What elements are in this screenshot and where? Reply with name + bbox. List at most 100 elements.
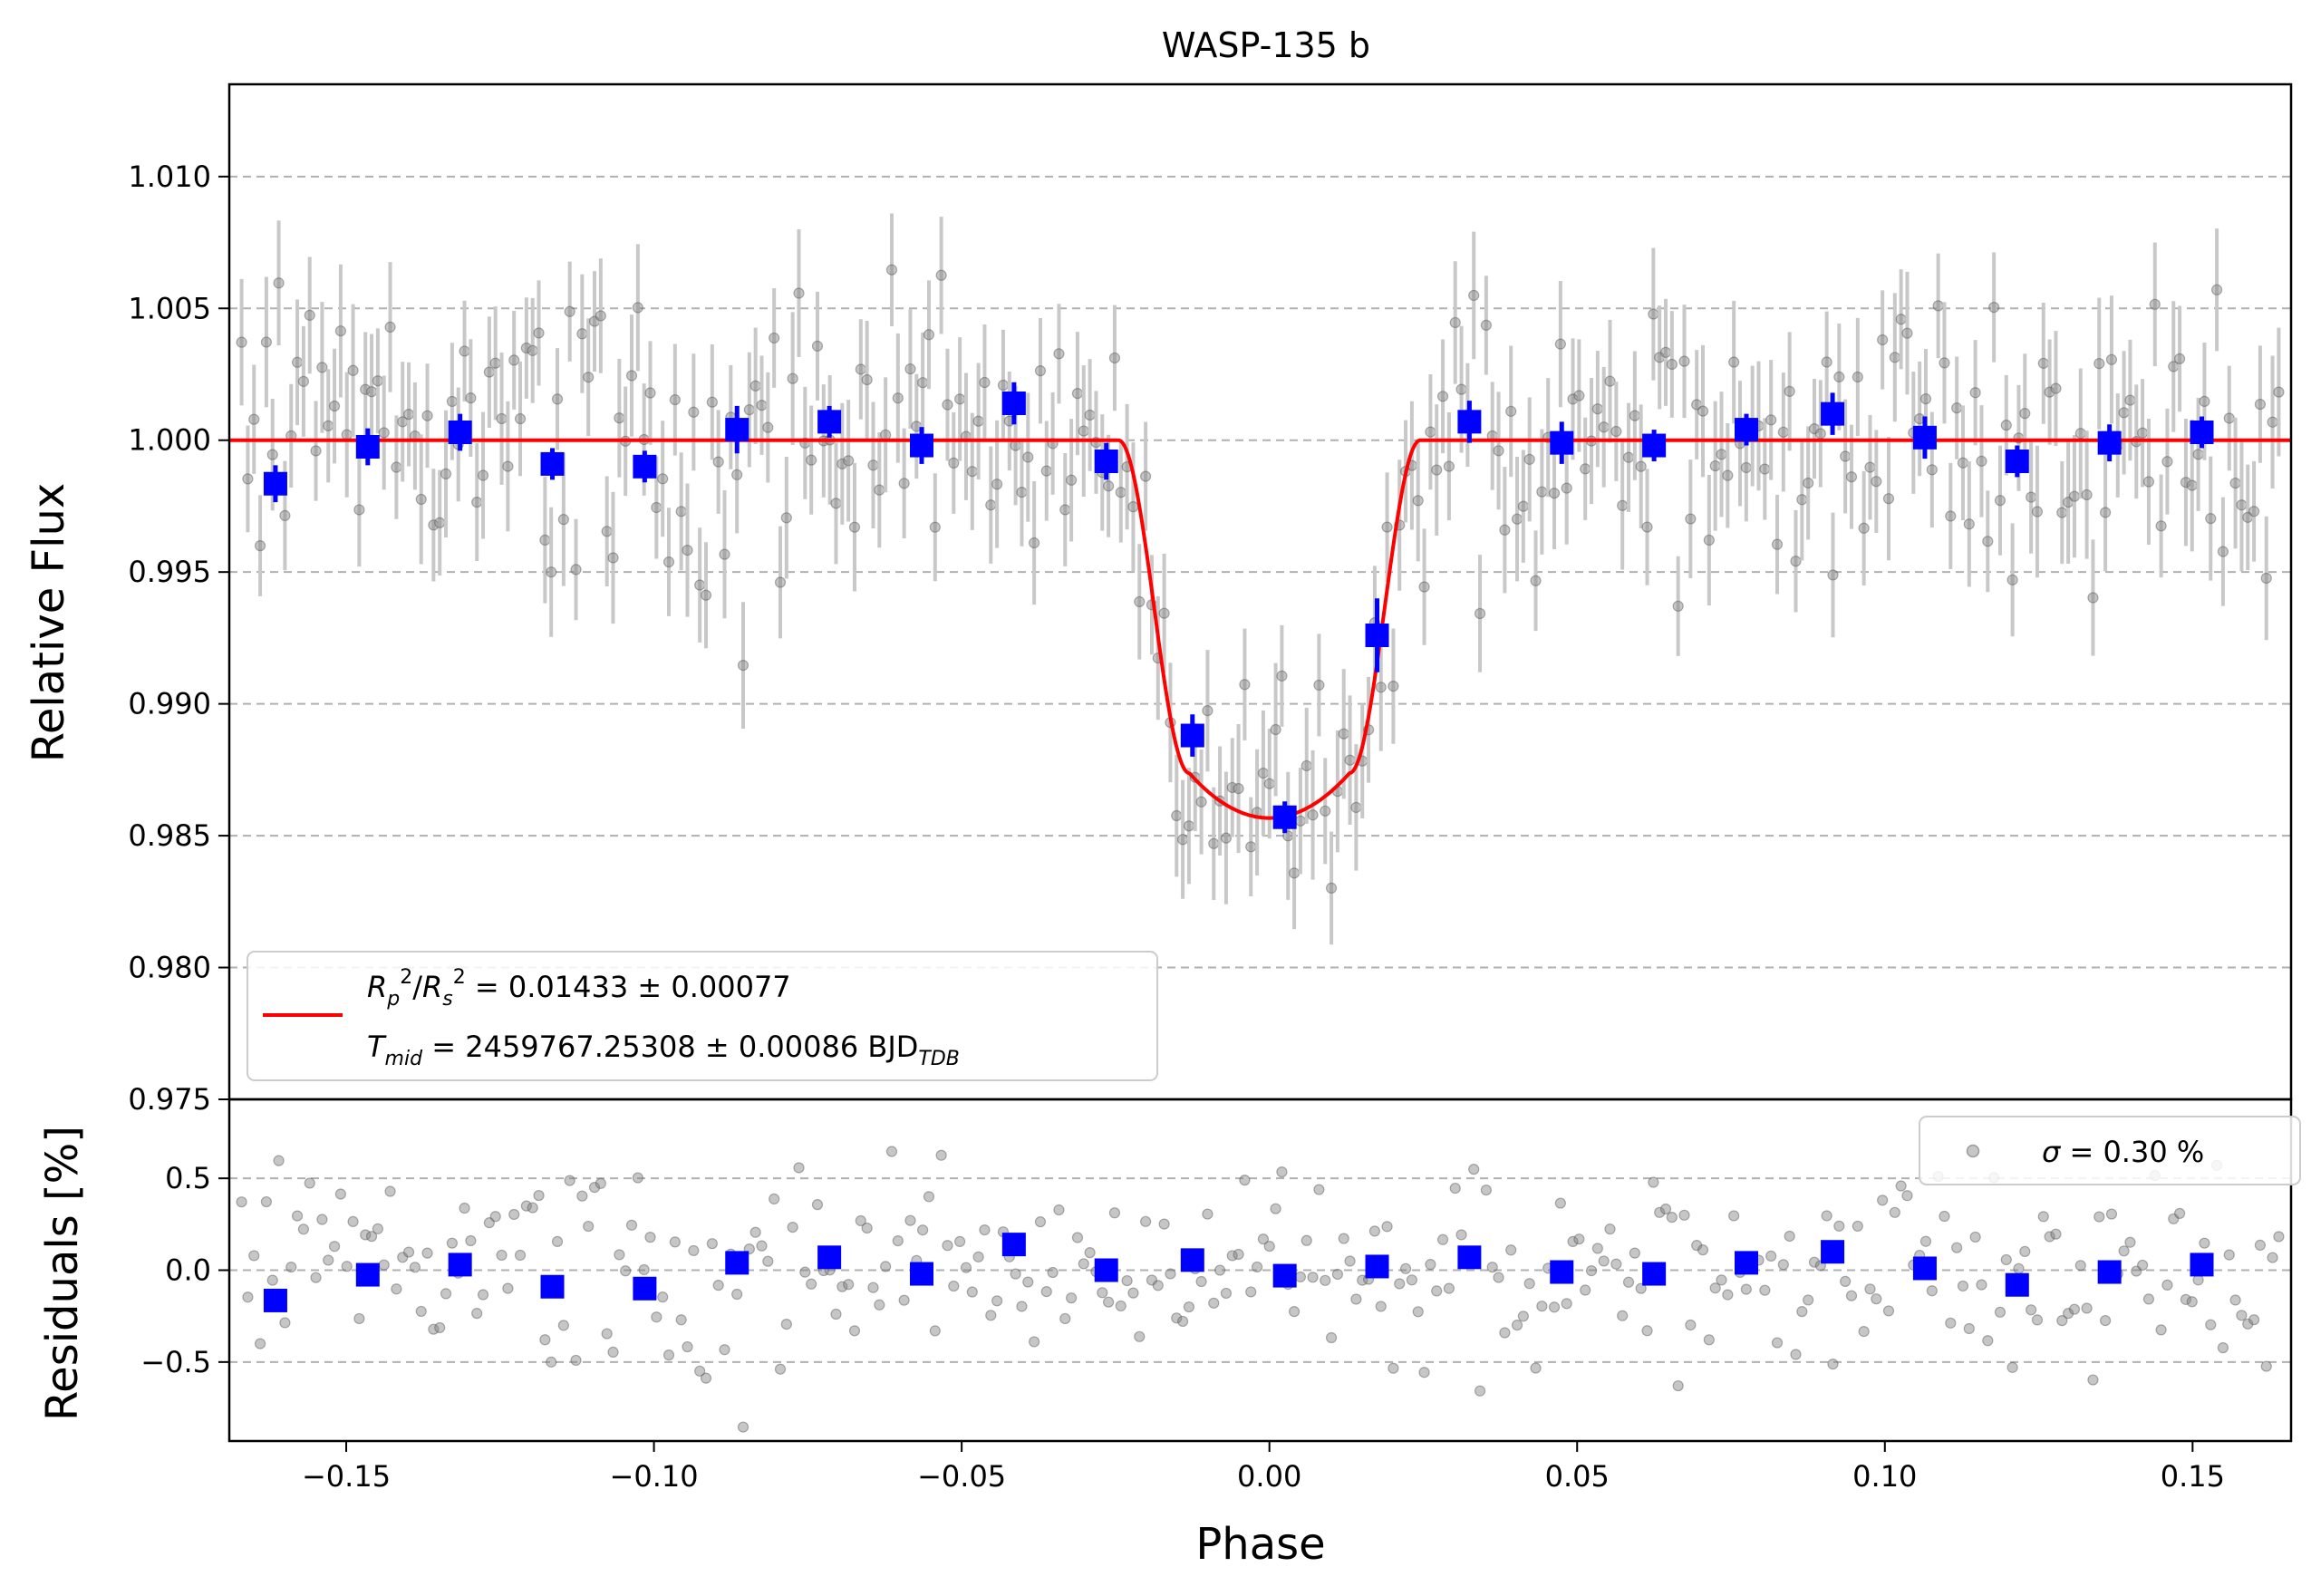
residual-raw-point [769,1193,780,1205]
raw-point [2093,358,2105,370]
raw-point [1270,723,1281,736]
residuals-x-tick-label: 0.10 [1852,1459,1917,1494]
residual-raw-point [1103,1296,1115,1308]
raw-point [892,392,904,404]
raw-point [1257,767,1270,779]
raw-point [1443,460,1455,472]
residual-raw-point [1294,1271,1307,1283]
binned-point [1821,401,1845,426]
raw-point [347,364,359,376]
residual-raw-point [675,1314,687,1326]
raw-point [1455,383,1467,395]
raw-point [533,327,545,339]
residual-raw-point [1425,1259,1436,1271]
residual-raw-point [2192,1274,2204,1286]
residuals-y-tick-label: −0.5 [140,1345,211,1379]
transit-frame [227,82,2293,1101]
residual-raw-point [1827,1359,1839,1370]
raw-point [1245,841,1257,853]
binned-point [1001,392,1026,415]
raw-point [1171,809,1183,822]
residual-raw-point [1443,1282,1455,1294]
residual-raw-point [2105,1208,2118,1220]
raw-point [1901,327,1913,339]
raw-point [1759,463,1771,475]
raw-point [1889,352,1900,363]
raw-point [297,375,310,387]
residual-raw-point [514,1249,527,1262]
raw-point [1561,482,1572,494]
residual-raw-point [601,1328,613,1340]
residual-raw-point [2137,1259,2149,1272]
residual-raw-point [625,1219,638,1231]
raw-point [1468,289,1480,302]
residual-raw-point [2068,1303,2081,1315]
residual-raw-point [1951,1242,1963,1253]
residual-raw-point [1449,1182,1461,1195]
residual-raw-point [1368,1225,1380,1237]
residual-raw-point [1288,1306,1301,1318]
raw-point [1604,375,1616,387]
residual-raw-point [706,1238,718,1250]
raw-point [1338,728,1349,740]
raw-point [2260,572,2272,585]
binned-residual-point [1550,1260,1574,1284]
raw-point [2174,353,2186,364]
raw-point [2142,476,2155,488]
residual-raw-point [384,1185,396,1197]
residual-raw-point [415,1305,427,1318]
raw-point [273,277,285,289]
residual-raw-point [2087,1374,2099,1386]
residual-raw-point [1245,1286,1257,1298]
residual-raw-point [694,1365,706,1377]
residual-raw-point [669,1236,681,1248]
residual-raw-point [1982,1335,1994,1347]
residual-raw-point [1858,1326,1870,1338]
residual-raw-point [583,1220,595,1233]
binned-residual-point [1642,1262,1667,1286]
raw-point [861,373,873,386]
residual-raw-point [502,1282,514,1294]
raw-point [874,484,885,496]
transit-y-tick-label: 0.985 [128,818,211,853]
residual-raw-point [527,1202,538,1214]
raw-point [1350,801,1362,813]
raw-point [1158,607,1170,619]
raw-point [1375,682,1387,693]
residual-raw-point [254,1338,266,1349]
binned-point [1457,410,1482,434]
residual-raw-point [1375,1301,1387,1312]
residual-raw-point [1412,1306,1424,1318]
raw-point [248,413,260,425]
residual-raw-point [1840,1275,1852,1287]
residual-raw-point [1654,1206,1666,1218]
raw-point [2217,546,2229,557]
residual-raw-point [1320,1274,1331,1286]
residual-raw-point [2217,1342,2229,1354]
residual-raw-point [1777,1259,1789,1271]
raw-point [657,473,669,485]
residual-raw-point [2013,1262,2025,1274]
raw-point [402,409,415,421]
residual-raw-point [1140,1215,1152,1227]
raw-point [310,445,322,457]
residual-raw-point [2199,1237,2210,1249]
raw-point [923,329,935,341]
residuals-y-label: Residuals [%] [37,1126,88,1421]
raw-point [1294,815,1307,827]
raw-point [1523,453,1535,465]
residual-raw-point [1307,1272,1319,1283]
residual-raw-point [1882,1305,1895,1317]
raw-point [1425,426,1436,438]
residual-raw-point [2063,1308,2074,1320]
residual-raw-point [341,1261,353,1272]
raw-point [719,548,730,560]
residual-raw-point [2229,1294,2241,1306]
residual-raw-point [780,1319,792,1330]
raw-point [2019,408,2031,420]
residual-raw-point [880,1261,892,1272]
residual-raw-point [2131,1265,2142,1277]
residual-raw-point [2248,1314,2260,1326]
raw-point [1307,809,1319,821]
raw-point [1140,470,1152,482]
